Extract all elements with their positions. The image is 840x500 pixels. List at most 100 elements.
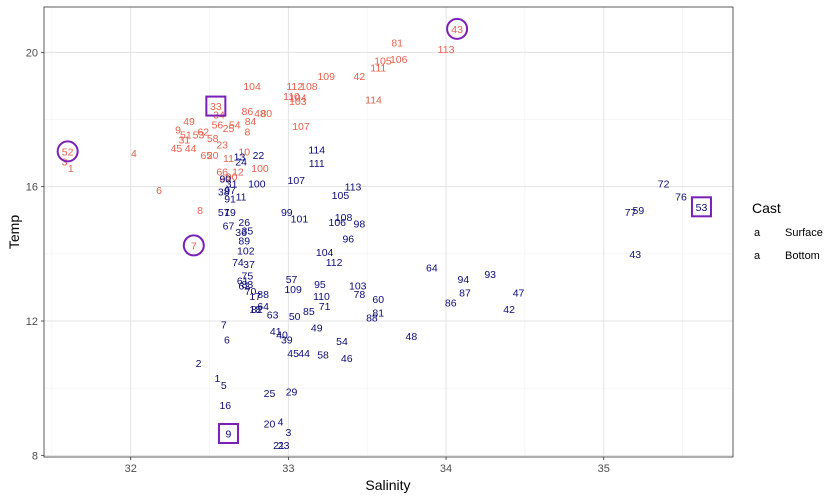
panel-background	[44, 7, 733, 457]
data-point-label: 19	[224, 207, 236, 219]
legend-label-bottom: Bottom	[785, 250, 820, 262]
x-tick-label: 34	[440, 463, 452, 475]
data-point-label: 38	[218, 187, 230, 199]
data-point-label: 57	[286, 274, 298, 286]
data-point-label: 74	[232, 257, 244, 269]
data-point-label: 48	[254, 108, 266, 120]
data-point-label: 35	[242, 225, 254, 237]
x-axis-title: Salinity	[365, 477, 410, 493]
data-point-label: 7	[191, 240, 197, 252]
data-point-label: 49	[183, 116, 195, 128]
data-point-label: 105	[332, 190, 350, 202]
data-point-label: 1	[68, 163, 74, 175]
data-point-label: 113	[438, 44, 455, 56]
data-point-label: 75	[242, 271, 254, 283]
data-point-label: 83	[242, 279, 254, 291]
data-point-label: 107	[287, 175, 305, 187]
data-point-label: 20	[264, 418, 276, 430]
data-point-label: 106	[328, 217, 346, 229]
data-point-label: 97	[224, 185, 236, 197]
data-point-label: 31	[178, 135, 190, 147]
data-point-label: 111	[370, 62, 386, 74]
data-point-label: 13	[234, 151, 246, 163]
data-point-label: 93	[484, 269, 496, 281]
data-point-label: 81	[391, 37, 403, 49]
data-point-label: 60	[372, 294, 384, 306]
data-point-label: 65	[201, 150, 213, 162]
data-point-label: 50	[289, 311, 301, 323]
data-point-label: 82	[251, 304, 263, 316]
highlight-marks	[56, 17, 712, 444]
y-axis-ticks: 8 12 16 20	[26, 47, 44, 462]
data-point-label: 5	[221, 380, 227, 392]
data-point-label: 2	[196, 358, 202, 370]
data-point-label: 40	[276, 329, 288, 341]
grid-lines	[44, 7, 733, 457]
data-point-label: 37	[243, 259, 255, 271]
data-point-label: 58	[317, 350, 329, 362]
x-tick-label: 32	[125, 463, 137, 475]
x-tick-label: 35	[598, 463, 610, 475]
data-point-label: 81	[372, 308, 384, 320]
data-point-label: 80	[260, 108, 272, 120]
data-point-label: 53	[193, 130, 205, 142]
data-point-label: 104	[289, 93, 307, 105]
data-point-label: 4	[131, 148, 137, 160]
data-point-label: 69	[219, 173, 231, 185]
data-point-label: 70	[245, 286, 257, 298]
data-point-label: 54	[229, 120, 241, 132]
data-point-label: 47	[513, 287, 525, 299]
data-point-label: 23	[278, 440, 290, 452]
data-point-label: 103	[349, 281, 367, 293]
y-axis-title: Temp	[6, 215, 22, 249]
data-point-label: 78	[353, 289, 365, 301]
data-point-label: 86	[242, 106, 254, 118]
data-point-label: 44	[298, 348, 310, 360]
data-point-label: 99	[281, 207, 293, 219]
data-point-label: 89	[238, 235, 250, 247]
data-point-label: 58	[207, 133, 219, 145]
data-point-label: 24	[235, 156, 247, 168]
data-point-label: 102	[237, 245, 255, 257]
data-point-label: 51	[180, 130, 192, 142]
data-point-label: 110	[283, 91, 300, 103]
data-point-label: 45	[171, 143, 183, 155]
data-point-label: 3	[285, 427, 291, 439]
data-point-label: 63	[267, 309, 279, 321]
data-point-label: 90	[226, 172, 238, 184]
data-point-label: 67	[223, 220, 235, 232]
data-point-label: 95	[314, 279, 326, 291]
data-point-label: 86	[445, 298, 457, 310]
data-point-label: 76	[675, 192, 687, 204]
data-point-label: 56	[212, 120, 224, 132]
data-point-label: 1	[215, 373, 221, 385]
data-point-label: 9	[226, 428, 232, 440]
data-point-label: 94	[458, 274, 470, 286]
data-point-label: 103	[289, 96, 307, 108]
legend-key-surface: a	[754, 227, 761, 239]
data-point-label: 72	[658, 178, 670, 190]
data-point-label: 88	[257, 289, 269, 301]
data-point-label: 31	[226, 178, 238, 190]
data-point-label: 109	[317, 71, 335, 83]
data-point-label: 66	[216, 167, 228, 179]
data-point-label: 64	[426, 262, 438, 274]
data-point-label: 84	[245, 116, 257, 128]
data-point-label: 4	[278, 417, 284, 429]
data-point-label: 43	[451, 24, 463, 36]
data-point-label: 87	[459, 287, 471, 299]
data-point-label: 45	[287, 348, 299, 360]
data-point-label: 114	[308, 145, 325, 157]
data-point-label: 12	[232, 167, 244, 179]
y-tick-label: 16	[26, 182, 38, 194]
data-point-label: 100	[251, 163, 269, 175]
highlight-square	[205, 95, 227, 117]
data-point-label: 88	[366, 313, 378, 325]
data-point-label: 106	[390, 54, 408, 66]
data-point-label: 25	[223, 123, 235, 135]
data-point-label: 36	[235, 227, 247, 239]
data-point-label: 29	[286, 387, 298, 399]
data-point-label: 23	[216, 140, 228, 152]
highlight-circle	[446, 17, 469, 40]
